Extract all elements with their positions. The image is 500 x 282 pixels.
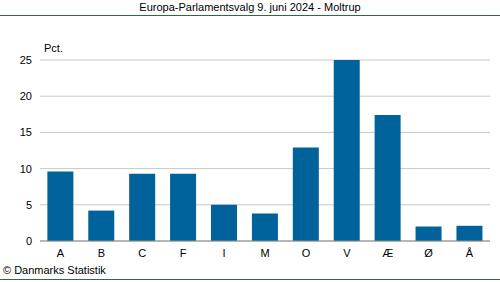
svg-text:25: 25 [20,54,32,66]
svg-text:M: M [260,247,269,259]
svg-text:A: A [57,247,65,259]
svg-text:O: O [302,247,311,259]
svg-text:Æ: Æ [382,247,393,259]
svg-text:B: B [98,247,105,259]
svg-text:F: F [180,247,187,259]
html-text:Europa-Parlamentsvalg 9. juni: Europa-Parlamentsvalg 9. juni 2024 - Mol… [139,1,361,13]
svg-text:C: C [138,247,146,259]
html-text:© Danmarks Statistik: © Danmarks Statistik [3,264,106,276]
svg-text:0: 0 [26,235,32,247]
svg-text:Å: Å [466,247,474,259]
svg-text:5: 5 [26,199,32,211]
html-text:Pct.: Pct. [44,42,63,54]
svg-text:20: 20 [20,90,32,102]
svg-text:15: 15 [20,126,32,138]
svg-text:10: 10 [20,163,32,175]
svg-text:I: I [223,247,226,259]
svg-text:V: V [343,247,351,259]
svg-text:Ø: Ø [424,247,433,259]
